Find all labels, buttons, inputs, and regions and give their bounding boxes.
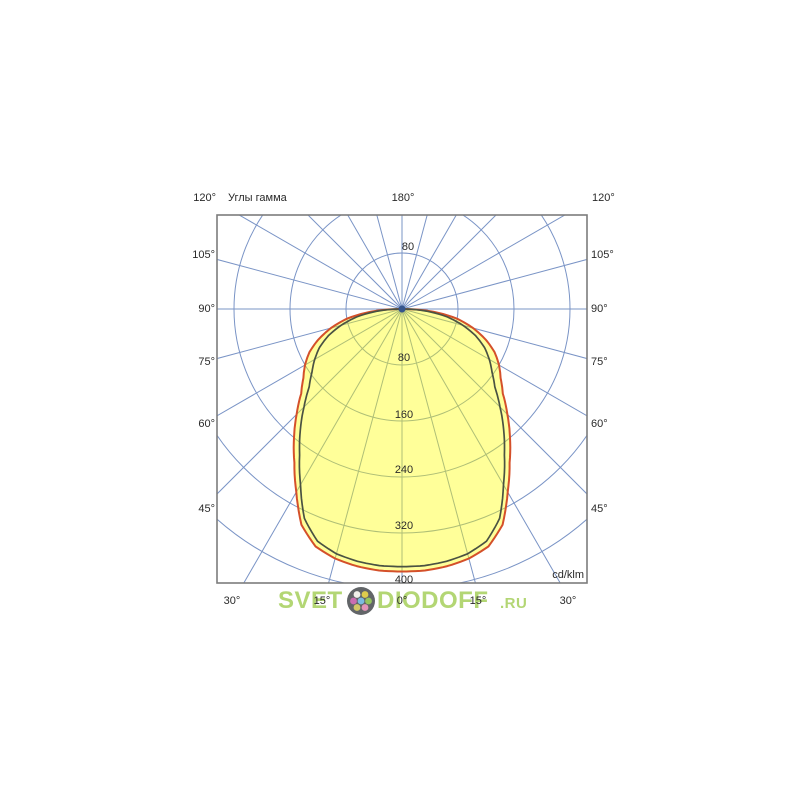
polar-grid-ring — [233, 215, 571, 478]
radial-tick-240: 240 — [394, 464, 414, 476]
angle-label-top-left-120: 120° — [193, 192, 216, 204]
angle-label-left-90: 90° — [198, 303, 215, 315]
angle-label-bottom-0: 0° — [396, 595, 408, 607]
polar-grid-ray — [217, 258, 403, 310]
polar-grid-ring — [289, 215, 515, 422]
polar-grid-ray — [401, 215, 497, 310]
polar-grid-ray — [401, 215, 428, 310]
angle-label-top-180: 180° — [391, 192, 415, 204]
polar-grid-ray — [401, 308, 561, 583]
intensity-curve-inner — [298, 308, 506, 568]
angle-label-right-105: 105° — [591, 249, 614, 261]
angle-label-left-60: 60° — [198, 418, 215, 430]
polar-grid-ray — [347, 215, 403, 310]
intensity-curve-outer — [292, 308, 512, 573]
polar-grid — [217, 215, 587, 583]
angle-label-bottom-right-15: 15° — [469, 595, 487, 607]
polar-grid-ray — [307, 215, 403, 310]
polar-grid-ring — [217, 434, 587, 534]
angle-label-right-45: 45° — [591, 503, 608, 515]
angle-label-right-75: 75° — [591, 356, 608, 368]
angle-label-bottom-right-30: 30° — [559, 595, 577, 607]
polar-center-dot — [398, 305, 406, 313]
angle-label-right-60: 60° — [591, 418, 608, 430]
radial-tick-400: 400 — [394, 574, 414, 586]
polar-grid-ray — [238, 215, 403, 310]
angle-label-top-right-120: 120° — [592, 192, 615, 204]
polar-grid-ray — [401, 215, 566, 310]
radial-tick-160: 160 — [394, 409, 414, 421]
polar-grid-ray — [243, 308, 403, 583]
polar-grid-ring — [345, 252, 459, 366]
plot-border — [216, 214, 588, 584]
polar-grid-ray — [401, 258, 587, 310]
polar-grid-ray — [217, 308, 403, 417]
radial-tick-80: 80 — [397, 352, 411, 364]
unit-label: cd/klm — [552, 569, 584, 581]
intensity-curves — [292, 308, 512, 573]
angle-label-right-90: 90° — [591, 303, 608, 315]
polar-grid-ray — [401, 308, 587, 417]
axis-title: Углы гамма — [228, 192, 287, 204]
angle-label-bottom-left-15: 15° — [313, 595, 331, 607]
watermark-text-right: DIODOFF — [377, 587, 489, 614]
flower-dots-logo-icon — [347, 587, 375, 615]
radial-tick-80-above: 80 — [401, 241, 415, 253]
radial-tick-320: 320 — [394, 520, 414, 532]
polar-grid-ray — [217, 308, 403, 495]
angle-label-left-105: 105° — [192, 249, 215, 261]
polar-grid-ray — [401, 308, 587, 360]
polar-grid-ray — [401, 215, 457, 310]
angle-label-left-45: 45° — [198, 503, 215, 515]
polar-grid-ray — [376, 215, 403, 310]
polar-grid-ray — [217, 308, 403, 360]
angle-label-left-75: 75° — [198, 356, 215, 368]
angle-label-bottom-left-30: 30° — [223, 595, 241, 607]
polar-grid-ray — [401, 308, 587, 495]
watermark-text-left: SVET — [278, 587, 343, 614]
watermark-text-suffix: .RU — [500, 595, 528, 612]
